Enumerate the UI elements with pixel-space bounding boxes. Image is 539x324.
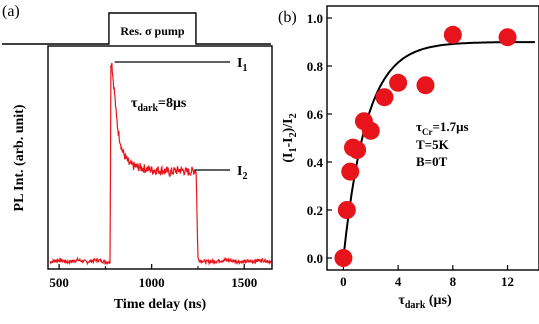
x-tick-label-b: 8: [450, 274, 457, 289]
tau-cr-annotation: τCr=1.7μs: [416, 119, 469, 137]
panel-a-label: (a): [2, 3, 20, 20]
data-point: [361, 121, 380, 140]
panel-b: (b) 0.0 0.2 0.4 0.6 0.8 1.0 0 4 8 12 τCr=1.7μs T…: [278, 5, 539, 311]
y-tick-label-b: 0.2: [307, 203, 323, 218]
x-tick-label-a: 1500: [231, 275, 257, 290]
i2-label: I2: [237, 164, 247, 182]
data-point: [389, 73, 408, 92]
data-point: [443, 25, 462, 44]
data-point: [375, 88, 394, 107]
data-point: [416, 76, 435, 95]
x-axis-ticks-b: 0 4 8 12: [340, 265, 514, 289]
y-tick-label-b: 0.8: [307, 59, 324, 74]
x-tick-label-b: 0: [340, 274, 347, 289]
x-axis-label-b: τdark (μs): [398, 293, 452, 311]
data-point: [334, 249, 353, 267]
y-axis-ticks-b: 0.0 0.2 0.4 0.6 0.8 1.0: [307, 11, 332, 266]
panel-a: (a) Res. σ pump I1 I2 τdark=8μs 500 1000 1…: [2, 3, 273, 312]
pl-trace: [49, 62, 272, 266]
panel-b-label: (b): [278, 9, 297, 26]
y-axis-label-a: PL Int. (arb. unit): [12, 104, 27, 211]
y-tick-label-b: 0.6: [307, 107, 324, 122]
pump-label: Res. σ pump: [120, 24, 185, 38]
x-tick-label-a: 500: [49, 275, 69, 290]
x-axis-ticks-a: 500 1000 1500: [49, 264, 257, 290]
field-annotation: B=0T: [416, 154, 448, 169]
x-axis-label-a: Time delay (ns): [114, 297, 207, 312]
x-tick-label-b: 4: [395, 274, 402, 289]
pump-pulse-shape: [2, 12, 271, 45]
data-point: [337, 201, 356, 219]
y-tick-label-b: 0.4: [307, 155, 324, 170]
data-point: [348, 141, 367, 159]
data-points: [334, 25, 517, 267]
y-axis-label-b: (I1-I2)/I2: [281, 113, 299, 162]
i1-label: I1: [237, 56, 247, 74]
tau-dark-annotation: τdark=8μs: [131, 96, 187, 114]
temperature-annotation: T=5K: [416, 137, 450, 152]
x-tick-label-a: 1000: [139, 275, 165, 290]
data-point: [341, 162, 360, 181]
y-tick-label-b: 1.0: [307, 11, 323, 26]
y-tick-label-b: 0.0: [307, 251, 323, 266]
x-tick-label-b: 12: [501, 274, 514, 289]
data-point: [498, 28, 517, 47]
plot-frame-b: [326, 5, 539, 271]
plot-frame-a: [47, 45, 273, 270]
